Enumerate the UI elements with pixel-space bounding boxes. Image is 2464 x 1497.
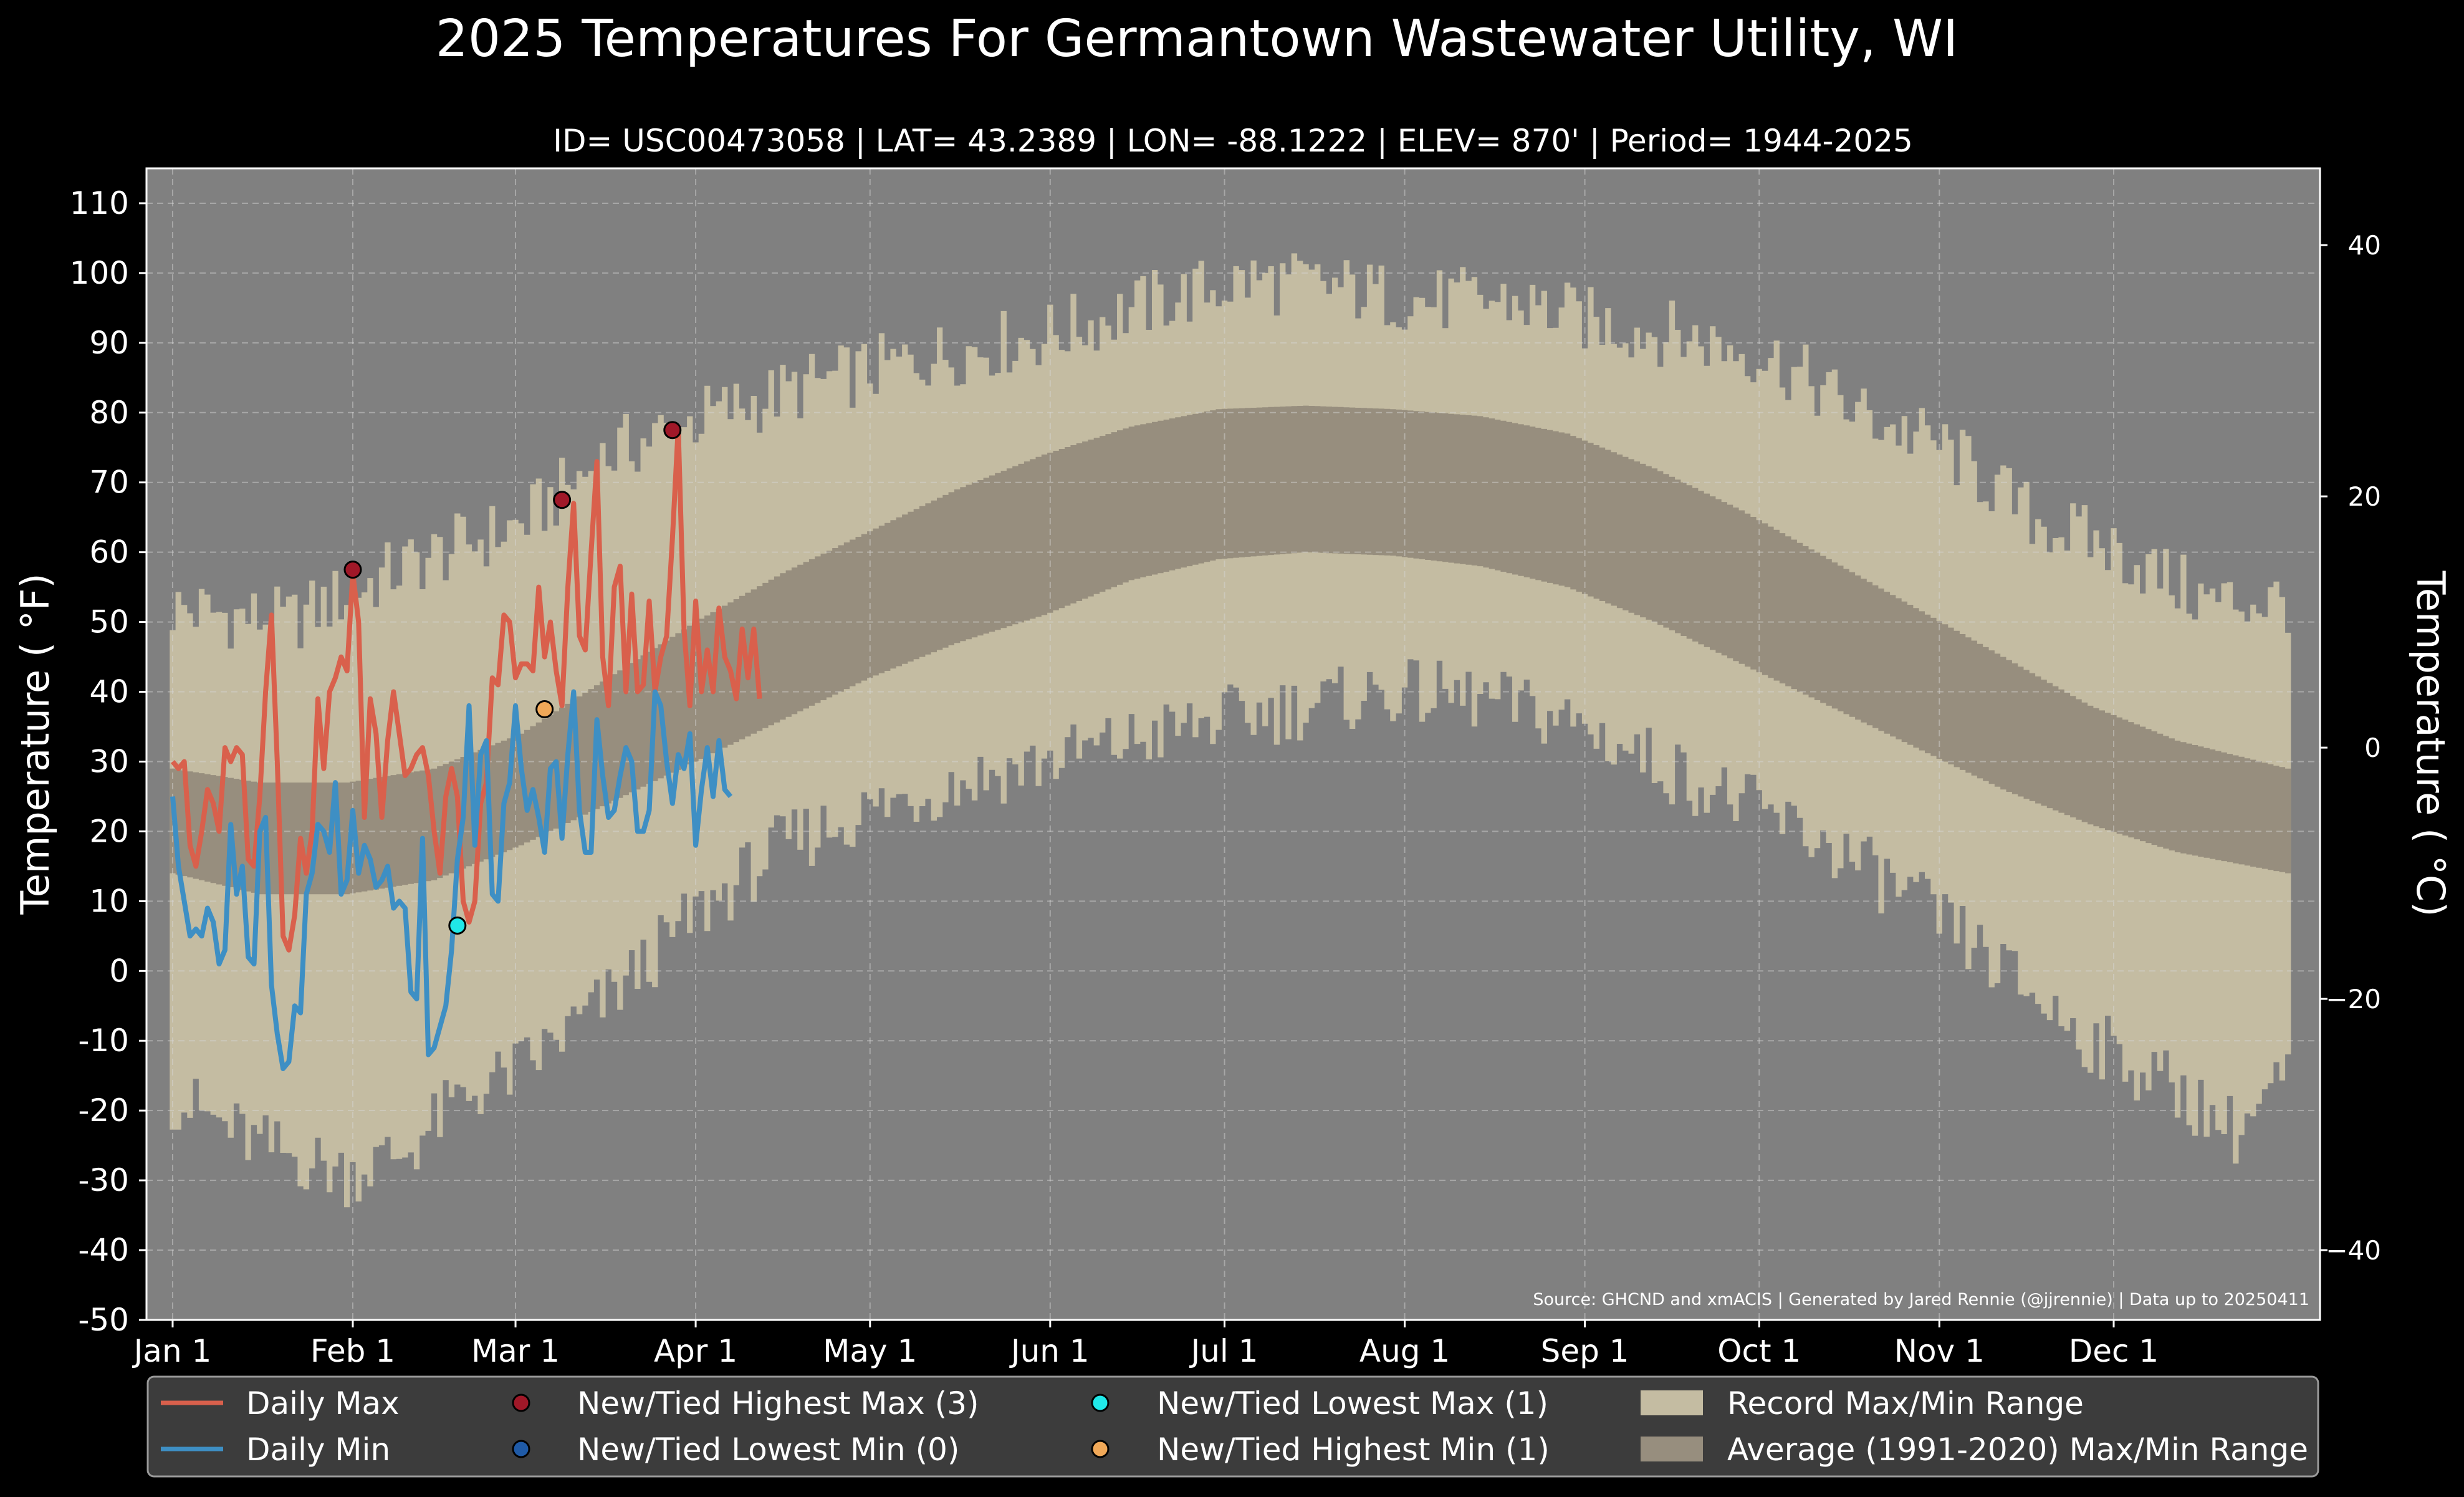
legend-highest-min-marker [1091,1440,1110,1458]
daily-min-line [170,689,733,1071]
record-marker-highest-min [535,700,554,719]
y-tick-label: 30 [89,743,129,779]
legend-box [146,1375,2319,1478]
y-tick-label-right: 20 [2348,481,2381,512]
legend-average-range: Average (1991-2020) Max/Min Range [1727,1432,2308,1468]
legend-lowest-max: New/Tied Lowest Max (1) [1157,1385,1548,1422]
record-range-layer [170,253,2291,1208]
x-tick-label: Jul 1 [1189,1333,1258,1369]
x-tick-label: Feb 1 [310,1333,395,1369]
record-marker-lowest-max [448,917,467,935]
x-tick-label: May 1 [823,1333,917,1369]
y-tick-label: 80 [89,395,129,431]
legend-highest-min: New/Tied Highest Min (1) [1157,1432,1550,1468]
y-tick-label: 110 [70,185,129,221]
x-tick-label: Apr 1 [654,1333,737,1369]
legend-daily-min: Daily Min [246,1432,390,1468]
grid-layer [146,168,2320,1321]
y-tick-label: 100 [70,255,129,291]
y-axis-label: Temperature ( °F) [12,573,58,915]
legend-lowest-min-marker [512,1440,530,1458]
chart-subtitle: ID= USC00473058 | LAT= 43.2389 | LON= -8… [553,123,1913,159]
y-tick-label-right: 40 [2348,230,2381,261]
source-note: Source: GHCND and xmACIS | Generated by … [1533,1290,2309,1309]
y-tick-label: 90 [89,325,129,361]
record-marker-highest-max [343,561,362,579]
x-tick-label: Dec 1 [2069,1333,2159,1369]
y-tick-label: 20 [89,813,129,849]
x-tick-label: Mar 1 [471,1333,560,1369]
record-marker-highest-max [663,421,682,440]
daily-max-line [170,424,762,953]
legend-record-range: Record Max/Min Range [1727,1385,2084,1422]
chart-title: 2025 Temperatures For Germantown Wastewa… [436,9,1958,69]
legend: Daily Max Daily Min New/Tied Highest Max… [146,1375,2319,1478]
x-tick-label: Aug 1 [1359,1333,1450,1369]
legend-lowest-min: New/Tied Lowest Min (0) [577,1432,959,1468]
y-tick-label-right: −20 [2326,984,2381,1014]
legend-highest-max-marker [512,1394,530,1412]
legend-highest-max: New/Tied Highest Max (3) [577,1385,979,1422]
x-tick-label: Jun 1 [1009,1333,1090,1369]
axes-layer: -50 -40 -30 -20 -10 0 10 20 30 40 50 60 70 80 90 100 110… [70,185,2381,1369]
y-tick-label: 70 [89,465,129,501]
y-axis-label-right: Temperature ( °C) [2408,570,2453,917]
series-layer [170,424,762,1071]
average-range-layer [170,405,2291,895]
y-tick-label: 40 [89,674,129,710]
legend-daily-max: Daily Max [246,1385,400,1422]
y-tick-label: 60 [89,534,129,570]
x-tick-label: Jan 1 [132,1333,212,1369]
record-marker-highest-max [553,491,572,509]
x-tick-label: Oct 1 [1717,1333,1801,1369]
y-tick-label: 10 [89,883,129,919]
y-tick-label: -30 [78,1162,129,1198]
y-tick-label-right: −40 [2326,1235,2381,1266]
record-range-band [170,253,2291,1208]
record-markers-layer [343,421,682,935]
plot-frame [145,167,2321,1321]
legend-average-range-swatch [1641,1437,1703,1461]
y-tick-label: -20 [78,1092,129,1129]
x-tick-label: Sep 1 [1541,1333,1629,1369]
y-tick-label-right: 0 [2364,733,2381,763]
legend-lowest-max-marker [1091,1394,1110,1412]
average-range-band [170,405,2291,895]
y-tick-label: -10 [78,1023,129,1059]
y-tick-label: -40 [78,1232,129,1268]
x-tick-label: Nov 1 [1894,1333,1985,1369]
y-tick-label: 0 [109,953,129,989]
y-tick-label: -50 [78,1302,129,1338]
y-tick-label: 50 [89,604,129,640]
legend-record-range-swatch [1641,1390,1703,1415]
